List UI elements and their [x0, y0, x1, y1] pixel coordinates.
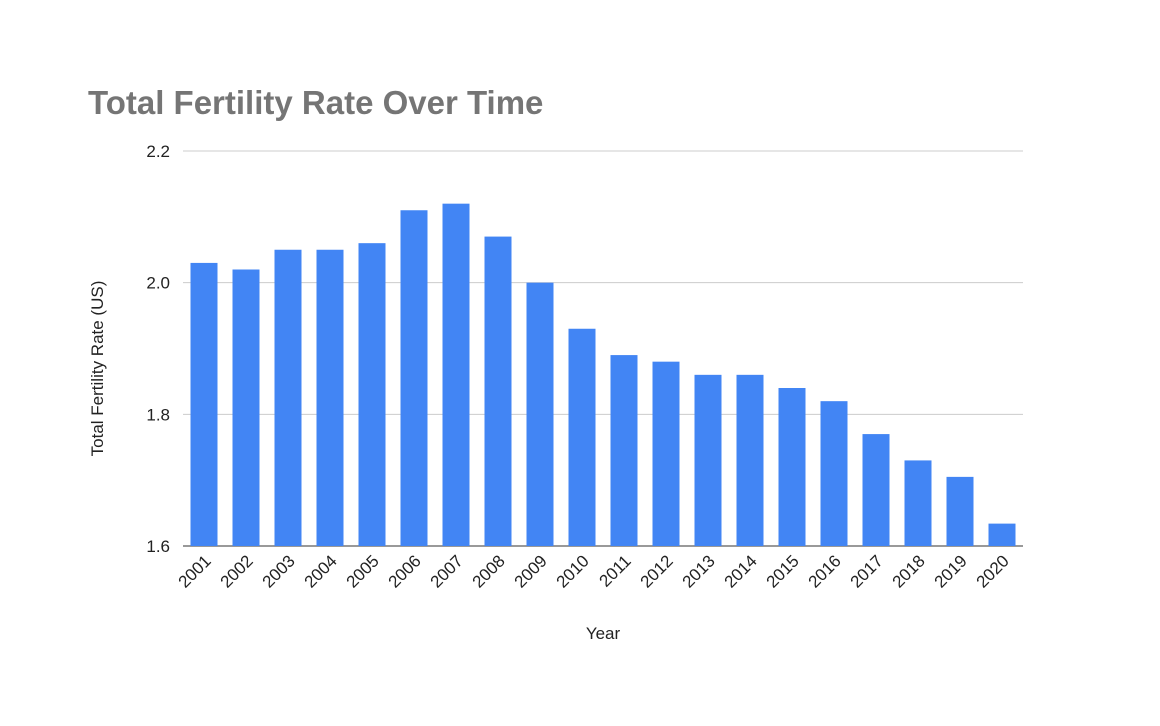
bar — [904, 460, 932, 546]
x-tick-label: 2011 — [596, 551, 635, 590]
y-tick-label: 1.8 — [146, 405, 170, 424]
bar — [190, 262, 218, 546]
bar — [442, 203, 470, 546]
y-axis-label: Total Fertility Rate (US) — [88, 281, 107, 457]
bar — [694, 374, 722, 546]
x-tick-label: 2005 — [343, 551, 383, 591]
x-tick-label: 2006 — [385, 551, 425, 591]
x-tick-label: 2012 — [637, 551, 677, 591]
bar — [946, 476, 974, 546]
bar — [400, 210, 428, 546]
bar — [232, 269, 260, 546]
y-tick-label: 2.2 — [146, 142, 170, 161]
bar — [316, 249, 344, 546]
x-tick-label: 2015 — [763, 551, 803, 591]
x-tick-label: 2010 — [553, 551, 593, 591]
bar — [778, 388, 806, 546]
x-tick-label: 2014 — [721, 551, 761, 591]
bar — [274, 249, 302, 546]
x-tick-label: 2001 — [175, 551, 215, 591]
x-tick-label: 2007 — [427, 551, 467, 591]
x-tick-label: 2017 — [847, 551, 887, 591]
y-axis-ticks: 1.6 1.8 2.0 2.2 — [146, 142, 170, 556]
x-tick-label: 2004 — [301, 551, 341, 591]
bar — [610, 355, 638, 546]
y-tick-label: 1.6 — [146, 537, 170, 556]
bar — [988, 523, 1016, 546]
bar — [820, 401, 848, 546]
x-tick-label: 2016 — [805, 551, 845, 591]
bars — [190, 203, 1016, 547]
x-tick-label: 2013 — [679, 551, 719, 591]
x-tick-label: 2003 — [259, 551, 299, 591]
x-tick-label: 2020 — [973, 551, 1013, 591]
bar — [568, 328, 596, 546]
x-tick-label: 2002 — [217, 551, 257, 591]
bar — [736, 374, 764, 546]
x-tick-label: 2019 — [931, 551, 971, 591]
bar — [358, 243, 386, 546]
x-tick-label: 2018 — [889, 551, 929, 591]
bar — [652, 361, 680, 546]
bar — [862, 434, 890, 546]
x-axis-ticks: 2001 2002 2003 2004 2005 2006 2007 2008 2009 2010… — [175, 551, 1013, 591]
x-tick-label: 2009 — [511, 551, 551, 591]
x-tick-label: 2008 — [469, 551, 509, 591]
x-axis-label: Year — [586, 624, 621, 643]
bar — [526, 282, 554, 546]
gridlines — [183, 150, 1023, 547]
y-tick-label: 2.0 — [146, 274, 170, 293]
bar — [484, 236, 512, 547]
chart-title: Total Fertility Rate Over Time — [88, 84, 544, 121]
